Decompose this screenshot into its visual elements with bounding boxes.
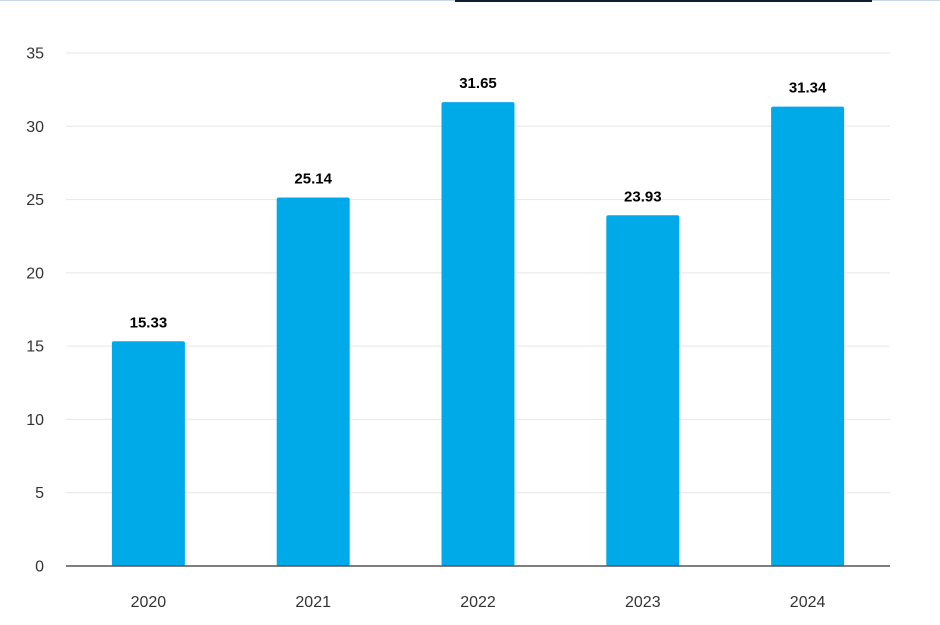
data-label: 31.65 — [459, 75, 497, 92]
data-label: 15.33 — [130, 314, 168, 331]
y-axis-ticks: 0 5 10 15 20 25 30 35 — [26, 46, 44, 576]
data-label: 31.34 — [789, 80, 827, 97]
bar-2024[interactable] — [771, 106, 845, 566]
x-tick-label: 2021 — [295, 594, 331, 611]
bars — [111, 102, 845, 567]
x-tick-label: 2020 — [131, 594, 167, 611]
x-axis-ticks: 2020 2021 2022 2023 2024 — [131, 594, 826, 611]
y-tick-label: 0 — [35, 559, 44, 576]
y-tick-label: 20 — [26, 265, 44, 282]
y-tick-label: 10 — [26, 412, 44, 429]
bar-2022[interactable] — [441, 102, 515, 566]
bar-2023[interactable] — [606, 215, 680, 566]
y-tick-label: 15 — [26, 339, 44, 356]
bar-2021[interactable] — [276, 197, 350, 567]
data-labels: 15.33 25.14 31.65 23.93 31.34 — [130, 75, 827, 331]
y-tick-label: 30 — [26, 119, 44, 136]
data-label: 25.14 — [294, 171, 332, 188]
bar-2020[interactable] — [111, 341, 185, 566]
data-label: 23.93 — [624, 188, 662, 205]
x-tick-label: 2022 — [460, 594, 496, 611]
y-tick-label: 35 — [26, 46, 44, 63]
active-tab-indicator — [455, 0, 872, 2]
x-tick-label: 2023 — [625, 594, 661, 611]
y-tick-label: 25 — [26, 192, 44, 209]
y-tick-label: 5 — [35, 485, 44, 502]
x-tick-label: 2024 — [790, 594, 826, 611]
